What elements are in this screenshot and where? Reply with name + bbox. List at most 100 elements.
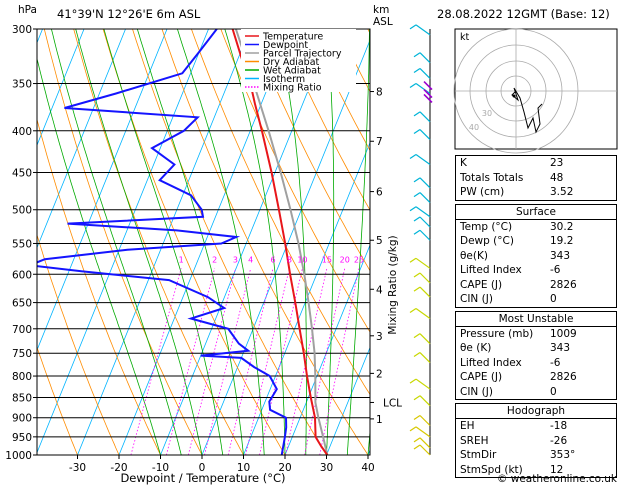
km-tick-label: LCL: [383, 397, 402, 409]
footer-credit: © weatheronline.co.uk: [497, 473, 618, 485]
wind-barb-flag: [409, 308, 417, 314]
wind-barb: [415, 426, 431, 438]
location-title: 41°39'N 12°26'E 6m ASL: [57, 7, 201, 21]
legend-label: Dry Adiabat: [263, 57, 320, 68]
pressure-tick-label: 400: [12, 126, 32, 138]
isotherm-line: [201, 39, 370, 455]
mixing-ratio-axis-title: Mixing Ratio (g/kg): [387, 235, 399, 334]
wind-barb-flag: [413, 52, 421, 58]
isotherm-line: [37, 29, 85, 147]
wind-barb: [419, 229, 431, 241]
km-tick-label: 8: [376, 87, 383, 99]
wind-barb: [419, 52, 431, 64]
profile-traces: [37, 29, 329, 455]
index-row-k: K 23: [460, 157, 564, 169]
isotherm-line: [160, 29, 334, 455]
wind-barb: [419, 216, 431, 228]
hodograph-frame: [454, 28, 618, 150]
wind-profile: [409, 24, 433, 456]
pressure-tick-label: 750: [12, 348, 32, 360]
wind-barb-flag: [409, 426, 417, 432]
wind-barb: [419, 286, 431, 298]
wind-barb-flag: [413, 352, 421, 358]
isotherm-line: [37, 29, 209, 454]
km-tick-label: 7: [376, 136, 383, 148]
wind-barb: [419, 352, 431, 363]
isotherm-line: [37, 29, 168, 352]
mu-row: θe (K) 343: [460, 342, 571, 354]
km-tick-label: 5: [376, 235, 383, 247]
wind-barb: [415, 257, 431, 269]
hodo-row: EH -18: [460, 420, 568, 432]
legend-box: [241, 29, 356, 92]
wind-barb-flag: [413, 395, 421, 401]
wet-adiabat-line: [177, 29, 265, 455]
surface-row: CAPE (J) 2826: [460, 278, 577, 291]
pressure-tick-label: 600: [12, 269, 32, 281]
wind-barb-flag: [413, 414, 421, 420]
x-tick-label: -30: [69, 462, 86, 474]
legend-label: Mixing Ratio: [263, 83, 322, 94]
hodograph-trace: [511, 87, 543, 134]
wind-barb-flag: [413, 177, 421, 183]
x-tick-label: -10: [152, 462, 169, 474]
x-tick-label: 30: [320, 462, 333, 474]
x-axis-title: Dewpoint / Temperature (°C): [120, 471, 285, 485]
mu-row: Lifted Index -6: [460, 356, 561, 369]
legend-label: Isotherm: [263, 74, 305, 85]
km-tick-label: 3: [376, 331, 383, 343]
dry-adiabat-line: [249, 29, 370, 272]
hodo-row: SREH -26: [460, 434, 568, 447]
pressure-tick-label: 800: [12, 371, 32, 383]
wind-barb-flag: [413, 286, 421, 292]
index-row-tt: Totals Totals 48: [460, 171, 564, 184]
hodograph-section: Hodograph EH -18 SREH -26 StmDir 353° StmSp…: [455, 403, 617, 478]
mixing-ratio-label: 2: [212, 255, 217, 264]
mixing-ratio-label: 10: [297, 255, 307, 264]
hodograph-title: Hodograph: [456, 404, 616, 419]
hodo-row: StmDir 353°: [460, 449, 576, 461]
mixing-ratio-label: 25: [354, 255, 364, 264]
wind-barb-flag: [409, 24, 417, 30]
pressure-tick-label: 1000: [5, 450, 32, 462]
legend-label: Parcel Trajectory: [263, 49, 342, 60]
wind-barb: [419, 68, 431, 79]
wind-barb-flag: [413, 229, 421, 235]
wind-barb-flag: [413, 192, 421, 198]
dry-adiabat-line: [102, 29, 286, 455]
isotherm-line: [0, 29, 1, 455]
wind-barb: [415, 378, 431, 390]
mixing-ratio-line: [245, 268, 290, 455]
x-tick-label: 10: [237, 462, 250, 474]
wind-barb-flag: [409, 154, 417, 160]
mixing-ratio-line: [304, 268, 346, 455]
pressure-tick-label: 300: [12, 24, 32, 36]
hodograph-unit-label: kt: [460, 32, 470, 43]
wind-barb-flag: [409, 83, 417, 89]
pressure-tick-label: 550: [12, 238, 32, 250]
axes: 1 2 3 4 6 8 10 15 20 2530035040045050055060065070…: [5, 24, 374, 474]
mu-row: CIN (J) 0: [460, 385, 557, 398]
top-indices: K 23 Totals Totals 48 PW (cm) 3.52: [455, 155, 617, 201]
surface-row: Temp (°C) 30.2: [460, 220, 574, 233]
mixing-ratio-label: 8: [287, 255, 292, 264]
legend-label: Temperature: [262, 32, 323, 43]
wind-barb: [419, 415, 431, 426]
mixing-ratio-line: [130, 268, 182, 455]
isotherm-line: [326, 346, 370, 455]
pressure-tick-label: 950: [12, 432, 32, 444]
mixing-ratio-label: 3: [233, 255, 238, 264]
legend-label: Wet Adiabat: [263, 66, 321, 77]
km-tick-label: 4: [376, 284, 383, 296]
km-label: km: [373, 4, 389, 16]
isotherm-line: [77, 29, 251, 455]
dry-adiabat-line: [73, 29, 244, 455]
wind-barb-highlight: [423, 93, 433, 103]
wind-barb: [419, 333, 431, 345]
wind-barb: [419, 437, 431, 449]
most-unstable-section: Most Unstable Pressure (mb) 1009 θe (K) 34…: [455, 310, 617, 400]
surface-row: θe(K) 343: [460, 249, 571, 262]
wind-barb-flag: [413, 437, 421, 443]
hodograph-ring-label: 30: [482, 109, 492, 118]
km-tick-label: 2: [376, 368, 383, 380]
